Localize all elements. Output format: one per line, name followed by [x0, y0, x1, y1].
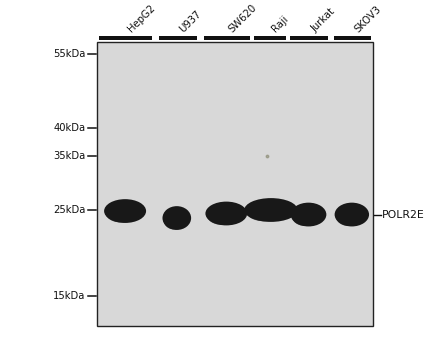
Text: SKOV3: SKOV3: [353, 4, 383, 34]
Ellipse shape: [259, 200, 291, 216]
Text: Raji: Raji: [270, 14, 290, 34]
Text: 35kDa: 35kDa: [53, 151, 85, 161]
FancyBboxPatch shape: [99, 36, 152, 40]
Ellipse shape: [335, 203, 369, 226]
Text: 25kDa: 25kDa: [53, 205, 85, 215]
FancyBboxPatch shape: [334, 36, 371, 40]
Ellipse shape: [206, 202, 247, 225]
Ellipse shape: [105, 202, 135, 222]
Text: SW620: SW620: [227, 2, 259, 34]
Ellipse shape: [335, 206, 360, 226]
FancyBboxPatch shape: [97, 42, 373, 326]
Text: 15kDa: 15kDa: [53, 291, 85, 301]
Ellipse shape: [292, 206, 317, 226]
Text: HepG2: HepG2: [126, 3, 157, 34]
Ellipse shape: [344, 204, 365, 221]
Ellipse shape: [246, 201, 283, 221]
FancyBboxPatch shape: [254, 36, 286, 40]
Ellipse shape: [116, 201, 141, 217]
Ellipse shape: [301, 204, 322, 221]
Ellipse shape: [244, 198, 297, 222]
Ellipse shape: [164, 209, 183, 229]
FancyBboxPatch shape: [290, 36, 328, 40]
Text: 40kDa: 40kDa: [53, 123, 85, 133]
FancyBboxPatch shape: [159, 36, 197, 40]
Text: POLR2E: POLR2E: [382, 210, 425, 220]
Ellipse shape: [171, 208, 188, 224]
Ellipse shape: [207, 204, 236, 225]
Ellipse shape: [104, 199, 146, 223]
FancyBboxPatch shape: [204, 36, 250, 40]
Text: U937: U937: [178, 9, 204, 34]
Ellipse shape: [163, 206, 191, 230]
Ellipse shape: [217, 203, 242, 220]
Text: 55kDa: 55kDa: [53, 49, 85, 59]
Ellipse shape: [291, 203, 326, 226]
Text: Jurkat: Jurkat: [309, 7, 337, 34]
